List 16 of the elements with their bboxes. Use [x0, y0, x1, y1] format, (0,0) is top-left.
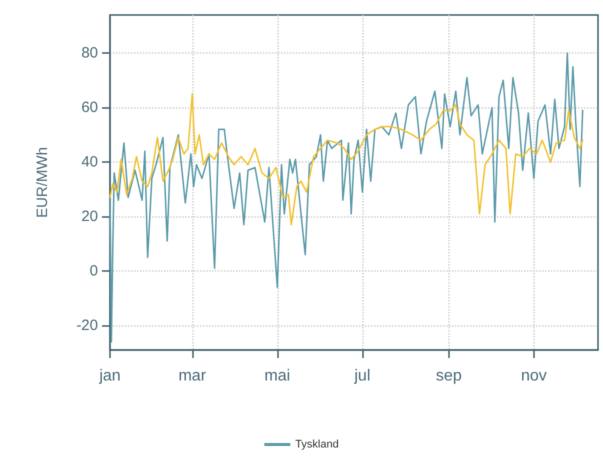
y-axis-title: EUR/MWh [34, 147, 51, 218]
x-tick-label: mar [178, 368, 207, 384]
y-tick-label: 20 [81, 208, 98, 226]
x-tick-label: nov [520, 368, 547, 384]
line-series [109, 93, 584, 226]
line-series [109, 52, 584, 343]
legend-label: Tyskland [295, 438, 339, 450]
x-tick-label: jan [98, 368, 121, 384]
y-tick-label: 60 [81, 99, 98, 116]
y-tick-label: 40 [81, 154, 98, 171]
y-tick-label: 80 [81, 44, 98, 62]
y-tick-label: -20 [76, 316, 98, 334]
x-tick-label: jul [353, 368, 370, 384]
x-tick-label: sep [436, 368, 462, 384]
x-tick-label: mai [264, 368, 290, 384]
y-tick-label: 0 [90, 262, 98, 280]
